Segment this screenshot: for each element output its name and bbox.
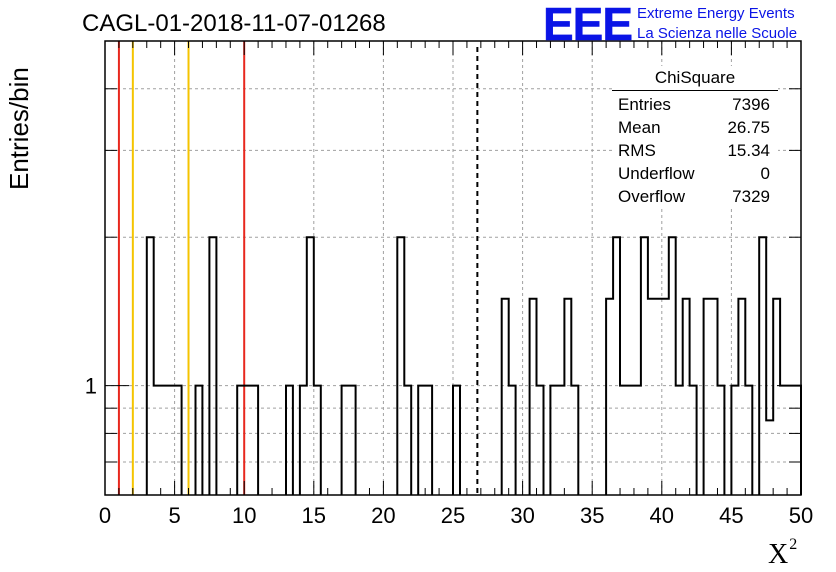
histogram-bin	[676, 386, 683, 495]
stats-row-mean: Mean 26.75	[618, 118, 770, 137]
histogram-bin	[175, 386, 182, 495]
histogram-bin	[627, 386, 634, 495]
y-axis-label: Entries/bin	[4, 67, 34, 190]
x-tick-label: 45	[719, 503, 743, 528]
histogram-bin	[307, 237, 314, 495]
reference-lines	[117, 41, 479, 495]
histogram-outline	[145, 236, 802, 495]
histogram-bin	[669, 237, 676, 495]
histogram-bin	[704, 299, 711, 495]
x-tick-label: 5	[168, 503, 180, 528]
histogram-bin	[530, 299, 537, 495]
histogram-bin	[606, 299, 613, 495]
stats-row-overflow: Overflow 7329	[618, 187, 770, 206]
histogram-bin	[349, 386, 356, 495]
histogram-bin	[662, 299, 669, 495]
histogram-bin	[418, 386, 425, 495]
histogram-bin	[209, 237, 216, 495]
histogram-bin	[237, 386, 244, 495]
histogram-bin	[655, 299, 662, 495]
histogram-bin	[300, 386, 307, 495]
histogram-bin	[286, 386, 293, 495]
x-tick-label: 25	[441, 503, 465, 528]
x-tick-label: 40	[650, 503, 674, 528]
histogram-bin	[738, 299, 745, 495]
histogram-bin	[634, 386, 641, 495]
histogram-bin	[787, 386, 794, 495]
eee-logo: EEE	[543, 0, 634, 50]
stats-row-rms: RMS 15.34	[618, 141, 770, 160]
histogram	[145, 236, 802, 495]
histogram-bin	[453, 386, 460, 495]
histogram-bin	[195, 386, 202, 495]
histogram-bin	[161, 386, 168, 495]
histogram-bin	[613, 237, 620, 495]
histogram-bin	[620, 386, 627, 495]
logo-line-1: Extreme Energy Events	[637, 5, 795, 22]
logo-line-2: La Scienza nelle Scuole	[637, 25, 798, 42]
histogram-bin	[314, 386, 321, 495]
histogram-bin	[780, 386, 787, 495]
histogram-bin	[168, 386, 175, 495]
histogram-bin	[717, 386, 724, 495]
histogram-bin	[759, 237, 766, 495]
histogram-bin	[342, 386, 349, 495]
histogram-bin	[251, 386, 258, 495]
stats-title: ChiSquare	[612, 66, 778, 91]
histogram-bin	[397, 237, 404, 495]
histogram-bin	[425, 386, 432, 495]
histogram-bin	[502, 299, 509, 495]
histogram-bin	[745, 386, 752, 495]
histogram-bin	[711, 299, 718, 495]
histogram-bin	[641, 237, 648, 495]
histogram-bin	[766, 420, 773, 495]
histogram-bin	[244, 386, 251, 495]
histogram-bin	[648, 299, 655, 495]
histogram-bin	[571, 386, 578, 495]
x-tick-label: 35	[580, 503, 604, 528]
x-tick-label: 15	[302, 503, 326, 528]
histogram-bin	[154, 386, 161, 495]
histogram-bin	[557, 386, 564, 495]
histogram-bin	[404, 386, 411, 495]
histogram-bin	[731, 386, 738, 495]
x-axis-label: X2	[768, 536, 798, 570]
histogram-bin	[564, 299, 571, 495]
x-tick-label: 30	[510, 503, 534, 528]
histogram-bin	[773, 299, 780, 495]
histogram-bin	[147, 237, 154, 495]
plot-title: CAGL-01-2018-11-07-01268	[82, 10, 386, 37]
histogram-bin	[550, 386, 557, 495]
histogram-bin	[690, 386, 697, 495]
histogram-bin	[683, 299, 690, 495]
axes: 0 5 10 15 20 25 30 35 40 45 50 1	[85, 40, 813, 528]
histogram-bin	[537, 386, 544, 495]
histogram-bin	[509, 386, 516, 495]
stats-row-underflow: Underflow 0	[618, 164, 770, 183]
x-tick-label: 50	[789, 503, 813, 528]
x-tick-label: 20	[371, 503, 395, 528]
histogram-bin	[794, 386, 801, 495]
stats-row-entries: Entries 7396	[618, 95, 770, 114]
y-tick-label: 1	[85, 374, 97, 399]
stats-box: ChiSquare Entries 7396 Mean 26.75 RMS 15.34…	[612, 66, 778, 208]
x-tick-label: 0	[99, 503, 111, 528]
x-tick-label: 10	[232, 503, 256, 528]
